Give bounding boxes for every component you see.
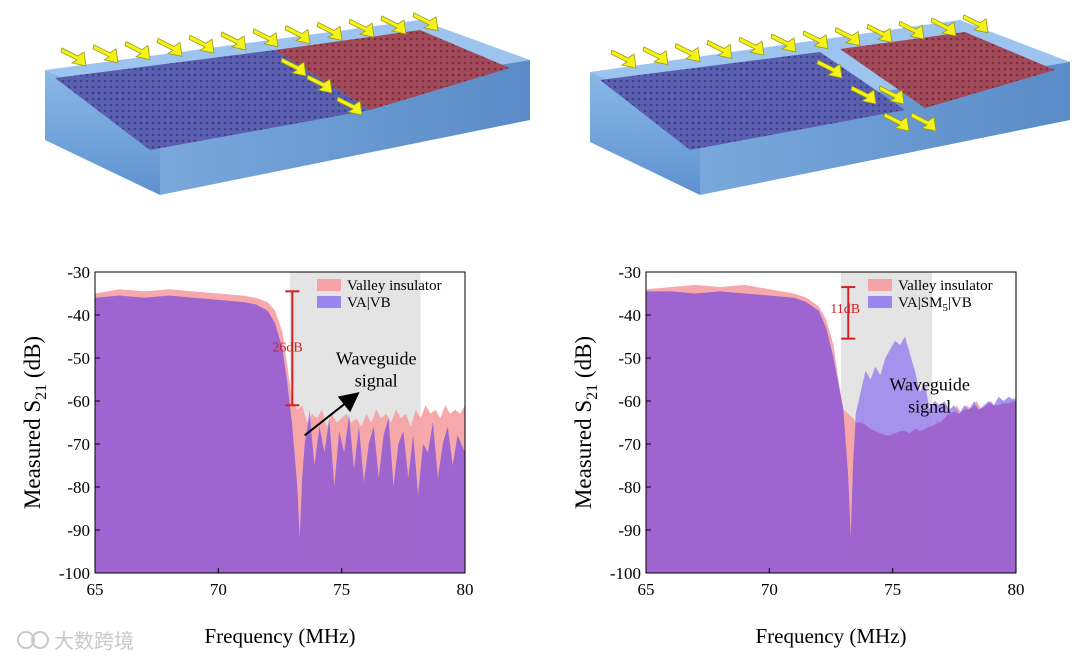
x-axis-label: Frequency (MHz) xyxy=(204,624,355,648)
y-axis-label: Measured S21 (dB) xyxy=(571,336,601,509)
signal-arrow xyxy=(304,392,360,437)
slab-front xyxy=(45,70,160,195)
signal-label: Waveguide xyxy=(889,374,970,394)
y-tick-label: -70 xyxy=(67,435,90,454)
light-arrow-icon xyxy=(816,59,843,79)
gap-label: 26dB xyxy=(272,341,302,356)
legend-label: VA|SM5|VB xyxy=(898,295,972,314)
light-arrow-icon xyxy=(850,85,877,105)
series-overlap-area xyxy=(646,291,1016,573)
y-tick-label: -70 xyxy=(618,435,641,454)
y-tick-label: -90 xyxy=(67,521,90,540)
y-tick-label: -30 xyxy=(618,263,641,282)
y-axis-label: Measured S21 (dB) xyxy=(20,336,50,509)
x-tick-label: 70 xyxy=(210,580,227,599)
light-arrow-icon xyxy=(156,37,183,57)
y-tick-label: -40 xyxy=(618,306,641,325)
light-arrow-icon xyxy=(642,46,669,66)
x-tick-label: 70 xyxy=(761,580,778,599)
watermark: 大数跨境 xyxy=(17,629,134,653)
light-arrow-icon xyxy=(220,31,247,51)
light-arrow-icon xyxy=(60,47,87,67)
light-arrow-icon xyxy=(802,30,829,50)
light-arrow-icon xyxy=(316,21,343,41)
y-tick-label: -90 xyxy=(618,521,641,540)
light-arrow-icon xyxy=(306,74,333,94)
legend-swatch xyxy=(868,296,892,308)
light-arrow-icon xyxy=(92,44,119,64)
watermark-logo-icon-2 xyxy=(31,631,49,649)
incident-arrows-left xyxy=(60,12,439,116)
y-tick-label: -100 xyxy=(610,564,641,583)
y-tick-label: -50 xyxy=(618,349,641,368)
light-arrow-icon xyxy=(674,43,701,63)
light-arrow-icon xyxy=(878,85,905,105)
light-arrow-icon xyxy=(930,17,957,37)
light-arrow-icon xyxy=(610,49,637,69)
y-tick-label: -30 xyxy=(67,263,90,282)
legend-label: VA|VB xyxy=(347,295,391,311)
x-tick-label: 65 xyxy=(638,580,655,599)
watermark-text: 大数跨境 xyxy=(54,629,134,653)
lattice-red-region xyxy=(840,32,1055,108)
slab-side xyxy=(160,60,530,195)
legend-swatch xyxy=(868,279,892,291)
watermark-logo-icon xyxy=(17,631,35,649)
light-arrow-icon xyxy=(962,14,989,34)
y-tick-label: -50 xyxy=(67,349,90,368)
light-arrow-icon xyxy=(706,39,733,59)
x-tick-label: 75 xyxy=(884,580,901,599)
light-arrow-icon xyxy=(280,57,307,77)
light-arrow-icon xyxy=(883,112,910,132)
slab-front xyxy=(590,72,700,195)
signal-label: signal xyxy=(908,396,951,416)
lattice-blue-region xyxy=(55,50,370,150)
x-tick-label: 80 xyxy=(1008,580,1025,599)
light-arrow-icon xyxy=(188,34,215,54)
light-arrow-icon xyxy=(770,33,797,53)
slab-side xyxy=(700,62,1070,195)
light-arrow-icon xyxy=(898,20,925,40)
device-illustration-right xyxy=(590,14,1070,195)
device-illustration-left xyxy=(45,12,530,195)
y-tick-label: -80 xyxy=(618,478,641,497)
chart-left: 65 70 75 80 -30 -40 -50 -60 -70 -80 -90 -100 Frequen… xyxy=(20,263,474,648)
legend-label: Valley insulator xyxy=(898,278,993,294)
light-arrow-icon xyxy=(124,41,151,61)
y-tick-label: -80 xyxy=(67,478,90,497)
legend-swatch xyxy=(317,279,341,291)
chart-right: 65 70 75 80 -30 -40 -50 -60 -70 -80 -90 -100 Frequen… xyxy=(571,263,1025,648)
series-overlap-area xyxy=(95,295,465,573)
light-arrow-icon xyxy=(284,25,311,45)
light-arrow-icon xyxy=(412,12,439,32)
signal-label: signal xyxy=(355,370,398,390)
y-tick-label: -100 xyxy=(59,564,90,583)
light-arrow-icon xyxy=(252,28,279,48)
light-arrow-icon xyxy=(910,112,937,132)
axes-frame xyxy=(94,271,466,574)
axes-frame xyxy=(645,271,1017,574)
x-tick-label: 75 xyxy=(333,580,350,599)
x-tick-label: 80 xyxy=(457,580,474,599)
lattice-blue-region xyxy=(600,52,905,150)
gap-label: 11dB xyxy=(830,302,860,317)
light-arrow-icon xyxy=(738,36,765,56)
incident-arrows-right xyxy=(610,14,989,132)
y-tick-label: -40 xyxy=(67,306,90,325)
legend-swatch xyxy=(317,296,341,308)
legend-label: Valley insulator xyxy=(347,278,442,294)
light-arrow-icon xyxy=(348,18,375,38)
light-arrow-icon xyxy=(336,96,363,116)
light-arrow-icon xyxy=(380,15,407,35)
light-arrow-icon xyxy=(834,27,861,47)
y-tick-label: -60 xyxy=(67,392,90,411)
lattice-red-region xyxy=(275,30,510,110)
light-arrow-icon xyxy=(866,23,893,43)
signal-label: Waveguide xyxy=(336,348,417,368)
y-tick-label: -60 xyxy=(618,392,641,411)
x-tick-label: 65 xyxy=(87,580,104,599)
x-axis-label: Frequency (MHz) xyxy=(755,624,906,648)
